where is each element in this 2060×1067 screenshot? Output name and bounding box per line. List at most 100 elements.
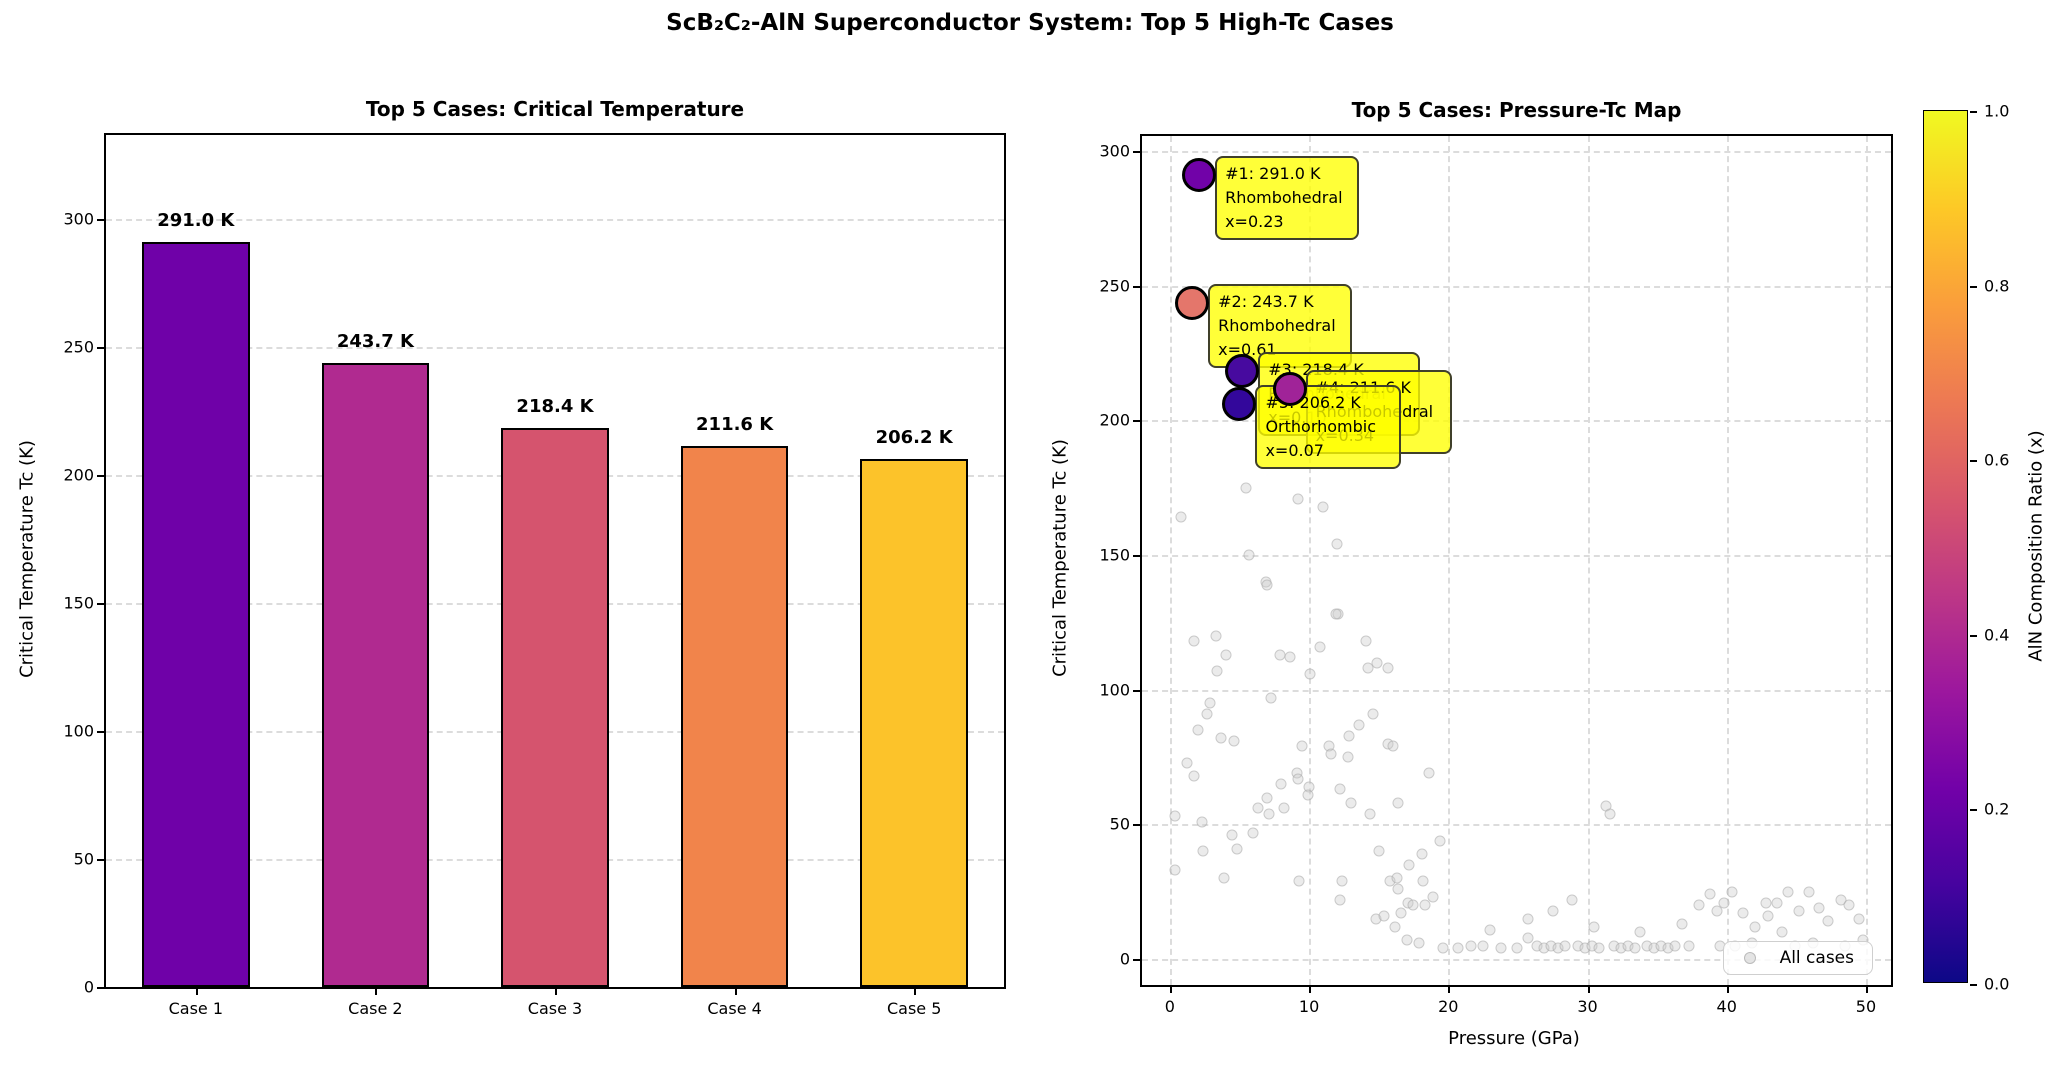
scatter-point <box>1261 792 1273 804</box>
scatter-point <box>1362 662 1374 674</box>
scatter-point <box>1210 630 1222 642</box>
legend-marker-icon <box>1743 952 1756 964</box>
scatter-point <box>1218 872 1230 884</box>
scatter-point <box>1417 875 1429 887</box>
scatter-point <box>1683 940 1695 952</box>
scatter-point <box>1197 845 1209 857</box>
scatter-point <box>1261 579 1273 591</box>
scatter-point <box>1169 864 1181 876</box>
y-tick-mark <box>1133 824 1142 827</box>
scatter-y-axis-label: Critical Temperature Tc (K) <box>1049 439 1071 677</box>
y-tick-label: 50 <box>1109 814 1130 834</box>
y-tick-mark <box>1133 151 1142 154</box>
scatter-point <box>1314 641 1326 653</box>
x-tick-label: Case 3 <box>527 999 583 1018</box>
legend: All cases <box>1722 941 1873 975</box>
scatter-point <box>1331 538 1343 550</box>
annotation-line: Rhombohedral <box>1218 315 1336 335</box>
y-tick-mark <box>97 731 106 734</box>
colorbar: 0.0 0.2 0.4 0.6 0.8 1.0 <box>1923 102 2009 994</box>
y-tick-label: 250 <box>1099 276 1130 296</box>
y-tick-label: 0 <box>1119 949 1130 969</box>
scatter-point <box>1711 905 1723 917</box>
y-tick-label: 300 <box>63 209 94 229</box>
scatter-point <box>1822 915 1834 927</box>
y-tick-label: 200 <box>63 465 94 485</box>
x-tick-label: 20 <box>1438 997 1459 1016</box>
scatter-point <box>1364 808 1376 820</box>
scatter-point <box>1511 942 1522 954</box>
scatter-point <box>1401 934 1413 946</box>
x-tick-label: Case 2 <box>348 999 403 1018</box>
scatter-point <box>1228 735 1240 747</box>
y-tick-mark <box>97 347 106 350</box>
scatter-point <box>1813 902 1825 914</box>
bar-chart-axes: Top 5 Cases: Critical Temperature 0 50 100… <box>63 97 1006 1018</box>
scatter-point <box>1345 797 1357 809</box>
x-tick-mark <box>1448 985 1451 993</box>
y-tick-label: 100 <box>63 721 94 741</box>
y-tick-mark <box>1133 689 1142 692</box>
scatter-point <box>1247 827 1259 839</box>
scatter-point <box>1522 932 1534 944</box>
scatter-point <box>1547 905 1559 917</box>
scatter-point <box>1181 757 1193 768</box>
scatter-point <box>1334 894 1346 906</box>
scatter-point <box>1334 783 1346 795</box>
legend-label: All cases <box>1779 948 1854 968</box>
scatter-point <box>1252 802 1264 814</box>
scatter-point <box>1634 926 1646 938</box>
scatter-point <box>1192 724 1204 736</box>
y-tick-label: 50 <box>73 849 94 869</box>
scatter-point <box>1263 808 1275 820</box>
annotation-line: x=0.07 <box>1265 440 1324 460</box>
annotation-box: #5: 206.2 K Orthorhombic x=0.07 <box>1255 384 1402 469</box>
annotation-line: #2: 243.7 K <box>1218 291 1314 311</box>
scatter-point <box>1452 942 1464 954</box>
scatter-point <box>1559 940 1571 952</box>
colorbar-tick-label: 0.4 <box>1984 625 2010 645</box>
x-tick-label: 10 <box>1298 997 1320 1016</box>
x-tick-label: 50 <box>1855 997 1877 1016</box>
bar-chart-title: Top 5 Cases: Critical Temperature <box>365 97 745 121</box>
scatter-point <box>1389 921 1401 933</box>
grid-line-x <box>1726 136 1729 985</box>
scatter-point <box>1304 668 1316 680</box>
y-tick-mark <box>1133 555 1142 558</box>
y-tick-label: 0 <box>83 977 94 997</box>
scatter-point <box>1325 748 1337 760</box>
grid-line-x <box>1865 136 1868 985</box>
scatter-point <box>1593 942 1605 954</box>
y-tick-mark <box>97 987 106 989</box>
highlight-marker <box>1175 285 1210 320</box>
y-tick-label: 200 <box>1099 410 1130 430</box>
scatter-x-axis-label: Pressure (GPa) <box>1448 1028 1580 1049</box>
x-tick-mark <box>914 987 917 995</box>
scatter-point <box>1566 894 1578 906</box>
annotation-line: Orthorhombic <box>1265 416 1377 436</box>
colorbar-tick-label: 0.6 <box>1984 450 2010 470</box>
grid-line-y <box>1142 151 1891 154</box>
scatter-point <box>1353 719 1365 731</box>
bar-chart-y-axis-label: Critical Temperature Tc (K) <box>16 440 38 678</box>
y-tick-label: 150 <box>63 593 94 613</box>
scatter-point <box>1243 549 1255 561</box>
bar-value-label: 218.4 K <box>516 396 594 418</box>
bar <box>501 428 609 987</box>
grid-line-y <box>106 219 1004 222</box>
scatter-point <box>1803 886 1815 898</box>
scatter-point <box>1437 942 1449 954</box>
y-tick-mark <box>1133 420 1142 423</box>
annotation-line: #1: 291.0 K <box>1225 164 1321 184</box>
scatter-point <box>1395 907 1407 919</box>
highlight-marker <box>1272 372 1307 407</box>
scatter-point <box>1188 635 1199 647</box>
grid-line-x <box>1169 136 1172 985</box>
x-tick-mark <box>1726 985 1729 993</box>
x-tick-mark <box>1587 985 1590 993</box>
grid-line-y <box>1142 689 1891 692</box>
scatter-point <box>1265 692 1277 704</box>
colorbar-tick-mark <box>1970 111 1977 113</box>
grid-line-y <box>1142 420 1891 423</box>
